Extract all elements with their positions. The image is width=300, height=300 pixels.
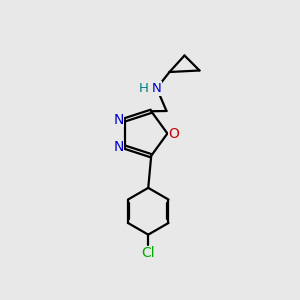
Text: O: O [169,127,179,140]
Text: N: N [113,113,124,127]
Text: N: N [113,140,124,154]
Text: H: H [139,82,148,95]
Text: N: N [152,82,161,95]
Text: Cl: Cl [141,246,155,260]
